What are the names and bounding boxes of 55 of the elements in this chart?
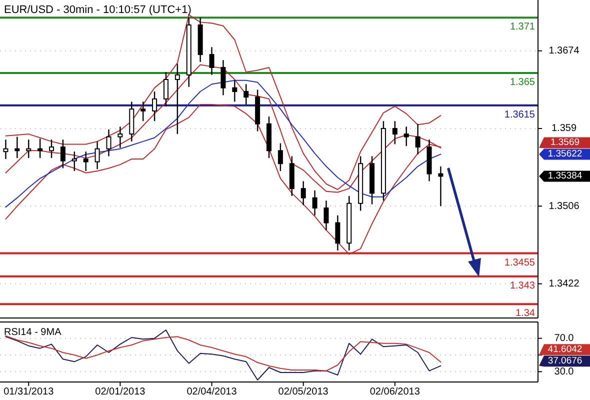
candlestick	[72, 151, 77, 172]
candlestick	[220, 59, 226, 96]
ref-line-label: 1.3615	[504, 109, 536, 120]
candlestick	[94, 140, 100, 170]
x-tick-label: 02/06/2013	[370, 386, 420, 398]
chart-title: EUR/USD - 30min - 10:10:57 (UTC+1)	[4, 4, 192, 16]
candlestick	[3, 138, 8, 160]
candlestick	[312, 190, 318, 216]
text: 37.0676	[548, 356, 582, 367]
candlestick	[415, 123, 420, 155]
candlestick	[38, 138, 43, 159]
candlestick	[392, 120, 398, 145]
candlestick	[300, 180, 306, 206]
candlestick	[438, 166, 444, 207]
y-tick-label: 30.0	[554, 366, 574, 378]
text: 41.6042	[548, 344, 582, 356]
x-tick-label: 01/31/2013	[4, 386, 54, 398]
text: 1.3569	[550, 137, 580, 148]
text: 1.35622	[548, 148, 582, 160]
candlestick	[83, 151, 88, 172]
ref-line-label: 1.343	[510, 280, 536, 292]
candlestick	[152, 90, 158, 122]
line-series	[5, 14, 442, 190]
candlestick	[49, 138, 54, 159]
ref-line-label: 1.365	[510, 77, 536, 88]
candlestick	[26, 138, 32, 159]
y-tick-label: 70.0	[554, 332, 574, 344]
candlestick	[232, 80, 238, 102]
candlestick	[118, 126, 123, 149]
candlestick	[106, 128, 112, 157]
candlestick	[335, 214, 340, 252]
x-tick-label: 02/01/2013	[95, 386, 146, 398]
ref-line-label: 1.371	[510, 22, 536, 33]
ref-line-label: 1.34	[516, 308, 536, 320]
candlestick	[174, 63, 180, 135]
text: RSI14 - 9MA	[4, 327, 62, 338]
y-tick-label: 1.3674	[548, 45, 580, 56]
candlestick	[324, 200, 329, 231]
y-tick-label: 1.3506	[548, 200, 580, 212]
candlestick	[14, 136, 20, 159]
line-series	[5, 335, 442, 372]
candlestick	[60, 138, 66, 169]
candlestick	[140, 101, 146, 122]
ref-line-label: 1.3455	[504, 257, 536, 268]
y-tick-label: 1.359	[551, 123, 577, 134]
line-series	[5, 330, 442, 380]
y-tick-label: 1.3422	[548, 278, 580, 290]
candlestick	[244, 84, 249, 106]
text: 1.35384	[548, 170, 582, 182]
x-tick-label: 02/05/2013	[278, 386, 329, 398]
candlestick	[209, 46, 214, 76]
x-tick-label: 02/04/2013	[186, 386, 238, 398]
candlestick	[278, 142, 283, 172]
candlestick	[163, 72, 168, 107]
candlestick	[404, 126, 409, 147]
